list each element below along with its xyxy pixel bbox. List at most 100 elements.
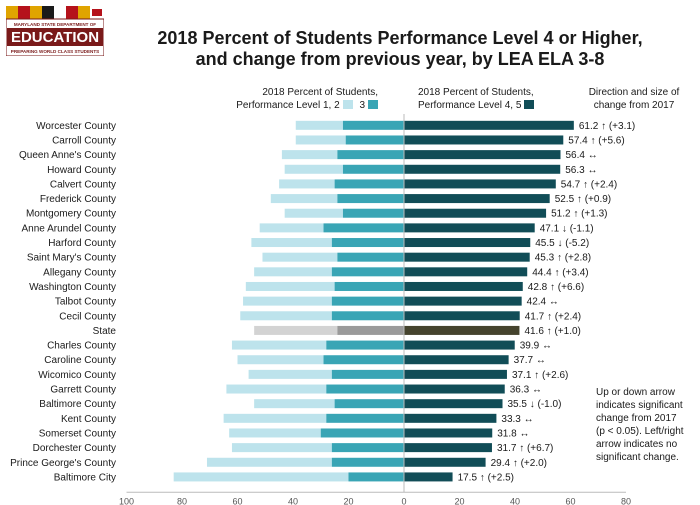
data-label: 31.8 ↔	[497, 428, 529, 439]
bar-level-3	[337, 252, 404, 262]
legend-level-1-2-label: Performance Level 1, 2	[236, 100, 340, 111]
data-label: 17.5 ↑ (+2.5)	[458, 472, 514, 483]
x-tick-label: 60	[565, 496, 575, 505]
bar-level-1-2	[248, 369, 332, 379]
legend-level-4-5: 2018 Percent of Students, Performance Le…	[418, 86, 535, 112]
bar-level-3	[331, 296, 404, 306]
note-line: change from 2017	[596, 413, 677, 424]
msde-logo: MARYLAND STATE DEPARTMENT OF EDUCATION P…	[6, 6, 104, 56]
legend-direction: Direction and size of change from 2017	[574, 86, 694, 112]
x-tick-label: 20	[454, 496, 464, 505]
bar-level-4-5	[404, 135, 564, 145]
x-tick-label: 60	[232, 496, 242, 505]
chart-title-line-1: 2018 Percent of Students Performance Lev…	[157, 28, 643, 48]
bar-level-4-5	[404, 457, 486, 467]
category-label: Queen Anne's County	[19, 150, 116, 161]
category-label: Carroll County	[52, 135, 116, 146]
bar-level-4-5	[404, 413, 497, 423]
bar-level-3	[326, 384, 404, 394]
category-label: Wicomico County	[38, 370, 116, 381]
category-label: Baltimore City	[54, 472, 116, 483]
bar-level-4-5	[404, 150, 561, 160]
legend-right-line-1: 2018 Percent of Students,	[418, 87, 534, 98]
legend-dir-line-1: Direction and size of	[588, 87, 680, 98]
data-label: 37.1 ↑ (+2.6)	[512, 370, 568, 381]
category-label: Caroline County	[44, 355, 116, 366]
note-line: arrow indicates no	[596, 439, 678, 450]
data-label: 56.4 ↔	[566, 150, 598, 161]
bar-level-3	[334, 179, 404, 189]
bar-level-3	[326, 413, 404, 423]
bar-level-3	[331, 238, 404, 248]
bar-level-1-2	[226, 384, 327, 394]
bar-level-4-5	[404, 355, 509, 365]
category-label: Saint Mary's County	[27, 253, 116, 264]
data-label: 51.2 ↑ (+1.3)	[551, 209, 607, 220]
bar-level-4-5	[404, 120, 574, 130]
chart-title-line-2: and change from previous year, by LEA EL…	[195, 49, 605, 69]
x-tick-label: 100	[119, 496, 134, 505]
bar-level-4-5	[404, 179, 556, 189]
bar-level-4-5	[404, 296, 522, 306]
bar-level-4-5	[404, 252, 530, 262]
bar-level-1-2	[254, 267, 332, 277]
bar-level-1-2	[240, 311, 332, 321]
chart-title: 2018 Percent of Students Performance Lev…	[110, 28, 690, 70]
bar-level-3	[323, 355, 404, 365]
category-label: Calvert County	[50, 179, 116, 190]
logo-tagline: PREPARING WORLD CLASS STUDENTS	[11, 49, 99, 54]
x-tick-label: 80	[177, 496, 187, 505]
legend-dir-line-2: change from 2017	[593, 100, 675, 111]
bar-level-3	[320, 428, 404, 438]
bar-level-4-5	[404, 369, 507, 379]
legend-swatch-level-3	[368, 100, 378, 109]
bar-level-4-5	[404, 194, 550, 204]
bar-level-1-2	[254, 399, 335, 409]
logo-word: EDUCATION	[11, 29, 99, 46]
bar-level-4-5	[404, 325, 520, 335]
bar-level-1-2	[243, 296, 332, 306]
bar-level-3	[342, 208, 404, 218]
bar-level-1-2	[237, 355, 324, 365]
bar-level-3	[342, 164, 404, 174]
bar-level-3	[337, 150, 404, 160]
legend-level-1-2-3: 2018 Percent of Students, Performance Le…	[236, 86, 378, 112]
x-tick-label: 0	[401, 496, 406, 505]
bar-level-3	[331, 369, 404, 379]
bar-level-1-2	[231, 340, 327, 350]
data-label: 31.7 ↑ (+6.7)	[497, 443, 553, 454]
significance-note: Up or down arrow indicates significant c…	[596, 386, 696, 464]
data-label: 61.2 ↑ (+3.1)	[579, 121, 635, 132]
data-label: 52.5 ↑ (+0.9)	[555, 194, 611, 205]
data-label: 57.4 ↑ (+5.6)	[568, 135, 624, 146]
x-tick-label: 20	[343, 496, 353, 505]
logo-agency: MARYLAND STATE DEPARTMENT OF	[14, 22, 96, 27]
note-line: (p < 0.05). Left/right	[596, 426, 684, 437]
bar-level-3	[345, 135, 404, 145]
bar-level-4-5	[404, 443, 492, 453]
category-label: Somerset County	[39, 428, 116, 439]
bar-level-1-2	[295, 135, 346, 145]
category-label: Kent County	[61, 414, 116, 425]
bar-level-1-2	[270, 194, 338, 204]
category-label: Talbot County	[55, 297, 116, 308]
bar-level-1-2	[259, 223, 324, 233]
category-label: Montgomery County	[26, 209, 116, 220]
data-label: 35.5 ↓ (-1.0)	[508, 399, 562, 410]
bar-level-1-2	[206, 457, 332, 467]
category-label: Garrett County	[50, 385, 116, 396]
bar-level-1-2	[254, 325, 338, 335]
bar-level-4-5	[404, 238, 531, 248]
category-label: Baltimore County	[39, 399, 116, 410]
category-label: Anne Arundel County	[21, 223, 116, 234]
category-label: Harford County	[48, 238, 116, 249]
data-label: 42.8 ↑ (+6.6)	[528, 282, 584, 293]
category-label: Worcester County	[36, 121, 116, 132]
data-label: 37.7 ↔	[514, 355, 546, 366]
note-line: indicates significant	[596, 400, 683, 411]
data-label: 45.5 ↓ (-5.2)	[535, 238, 589, 249]
category-label: Washington County	[29, 282, 116, 293]
legend-right-line-2: Performance Level 4, 5	[418, 99, 535, 112]
bar-level-1-2	[279, 179, 335, 189]
